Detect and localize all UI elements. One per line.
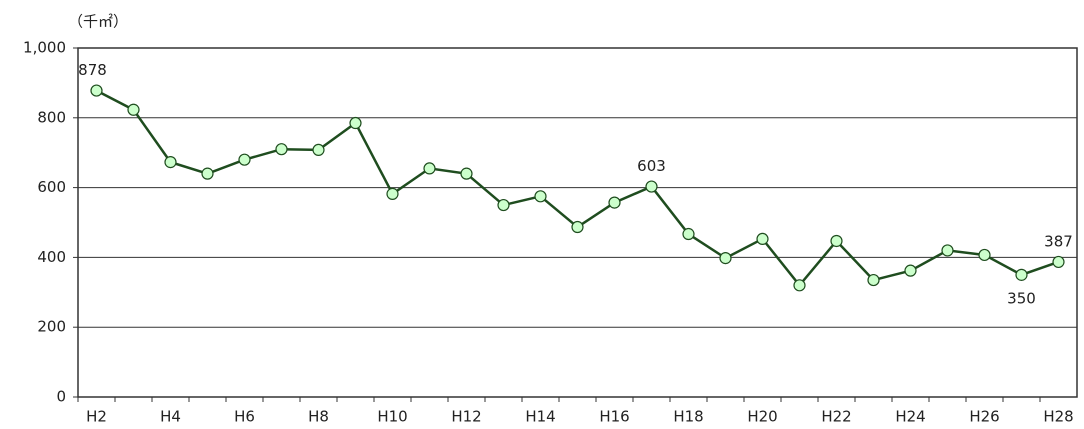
y-tick-label: 800 bbox=[37, 108, 66, 126]
data-point bbox=[793, 279, 806, 292]
data-point bbox=[645, 180, 658, 193]
data-point bbox=[238, 153, 251, 166]
data-point bbox=[1052, 255, 1065, 269]
data-point bbox=[164, 156, 177, 169]
x-tick-label: H24 bbox=[895, 408, 925, 426]
y-tick-label: 400 bbox=[37, 248, 66, 266]
data-point bbox=[941, 244, 954, 257]
data-point bbox=[756, 232, 769, 246]
x-tick-label: H8 bbox=[308, 408, 329, 426]
data-point bbox=[90, 84, 103, 97]
data-point bbox=[682, 227, 695, 241]
data-point bbox=[719, 251, 732, 265]
data-point bbox=[275, 143, 288, 156]
data-point bbox=[497, 198, 510, 212]
data-point bbox=[423, 162, 436, 175]
data-point bbox=[571, 220, 584, 234]
data-label: 387 bbox=[1044, 232, 1073, 250]
x-tick-label: H14 bbox=[525, 408, 555, 426]
x-tick-label: H18 bbox=[673, 408, 703, 426]
data-label: 603 bbox=[637, 157, 666, 175]
data-point bbox=[904, 264, 917, 277]
x-tick-label: H4 bbox=[160, 408, 181, 426]
data-point bbox=[830, 234, 843, 248]
unit-label: （千㎡） bbox=[68, 13, 128, 31]
data-point bbox=[978, 248, 991, 262]
data-label: 350 bbox=[1007, 289, 1036, 307]
x-tick-label: H22 bbox=[821, 408, 851, 426]
data-point bbox=[608, 196, 621, 209]
x-tick-label: H28 bbox=[1043, 408, 1073, 426]
data-point bbox=[534, 190, 547, 203]
x-tick-label: H16 bbox=[599, 408, 629, 426]
data-point bbox=[312, 143, 325, 157]
y-tick-label: 600 bbox=[37, 178, 66, 196]
data-point bbox=[349, 116, 362, 130]
x-tick-label: H10 bbox=[377, 408, 407, 426]
data-point bbox=[460, 167, 473, 180]
x-tick-label: H26 bbox=[969, 408, 999, 426]
y-tick-label: 0 bbox=[56, 388, 66, 406]
x-tick-label: H20 bbox=[747, 408, 777, 426]
plot-border bbox=[77, 47, 1078, 398]
x-tick-label: H6 bbox=[234, 408, 255, 426]
data-point bbox=[1015, 268, 1028, 281]
y-tick-label: 1,000 bbox=[23, 39, 66, 57]
data-point bbox=[127, 103, 140, 116]
y-tick-label: 200 bbox=[37, 318, 66, 336]
x-tick-label: H12 bbox=[451, 408, 481, 426]
data-label: 878 bbox=[78, 61, 107, 79]
x-tick-label: H2 bbox=[86, 408, 107, 426]
data-point bbox=[386, 187, 399, 200]
data-point bbox=[867, 273, 880, 287]
data-point bbox=[201, 167, 214, 180]
